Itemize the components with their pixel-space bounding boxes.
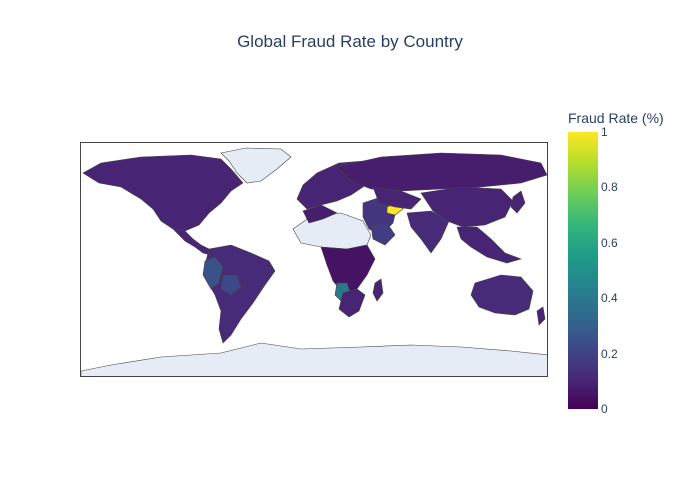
- country-south-asia[interactable]: [406, 210, 450, 254]
- country-central-asia[interactable]: [372, 186, 422, 210]
- country-bolivia[interactable]: [220, 274, 242, 296]
- country-west-africa[interactable]: [302, 204, 338, 224]
- country-peru[interactable]: [202, 256, 224, 290]
- world-map[interactable]: [81, 143, 548, 377]
- country-southern-africa[interactable]: [338, 288, 366, 318]
- colorbar: [568, 132, 598, 409]
- country-north-africa[interactable]: [292, 212, 372, 250]
- colorbar-tick: 0.6: [601, 236, 618, 250]
- colorbar-tick: 0.2: [601, 347, 618, 361]
- country-antarctica[interactable]: [81, 342, 548, 377]
- colorbar-tick: 0.8: [601, 180, 618, 194]
- country-southeast-asia[interactable]: [456, 226, 522, 264]
- chart-title: Global Fraud Rate by Country: [237, 32, 463, 51]
- country-greenland[interactable]: [220, 147, 292, 184]
- country-saudi-arabia[interactable]: [370, 222, 396, 246]
- colorbar-title: Fraud Rate (%): [568, 110, 664, 126]
- country-new-zealand[interactable]: [536, 306, 546, 326]
- country-central-africa[interactable]: [320, 244, 376, 294]
- map-area[interactable]: [80, 142, 548, 377]
- country-central-america[interactable]: [172, 228, 212, 256]
- colorbar-tick: 0.4: [601, 291, 618, 305]
- colorbar-tick: 1: [601, 125, 608, 139]
- country-japan[interactable]: [510, 190, 526, 214]
- country-china[interactable]: [420, 186, 514, 228]
- country-north-america[interactable]: [82, 154, 244, 232]
- colorbar-tick: 0: [601, 402, 608, 416]
- country-madagascar[interactable]: [372, 278, 384, 302]
- country-australia[interactable]: [470, 274, 534, 316]
- country-russia[interactable]: [336, 152, 547, 192]
